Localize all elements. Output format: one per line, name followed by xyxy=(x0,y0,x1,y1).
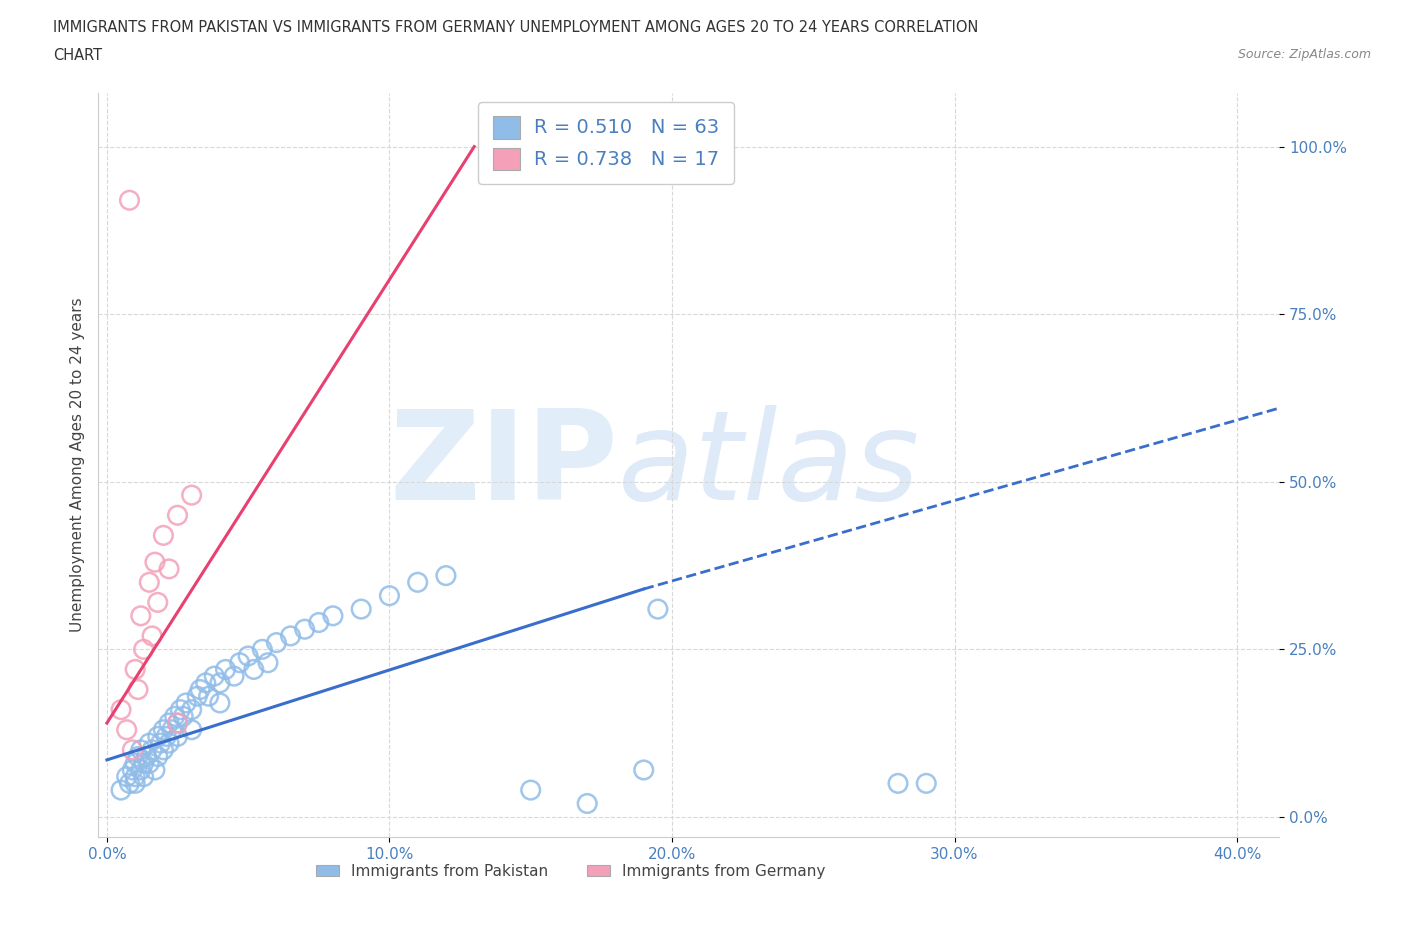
Point xyxy=(915,776,938,790)
Point xyxy=(124,769,146,784)
Point xyxy=(169,702,191,717)
Point xyxy=(124,662,146,677)
Point xyxy=(143,555,166,570)
Point xyxy=(146,750,169,764)
Point xyxy=(121,763,143,777)
Point xyxy=(188,682,211,697)
Point xyxy=(222,669,245,684)
Point xyxy=(202,669,225,684)
Point xyxy=(194,675,217,690)
Point xyxy=(322,608,344,623)
Point xyxy=(208,675,231,690)
Point xyxy=(127,682,149,697)
Point xyxy=(252,642,274,657)
Point xyxy=(576,796,599,811)
Point xyxy=(647,602,669,617)
Point xyxy=(350,602,373,617)
Point xyxy=(121,742,143,757)
Point xyxy=(406,575,429,590)
Legend: Immigrants from Pakistan, Immigrants from Germany: Immigrants from Pakistan, Immigrants fro… xyxy=(311,858,831,885)
Point xyxy=(110,783,132,798)
Text: CHART: CHART xyxy=(53,48,103,63)
Point xyxy=(166,715,188,730)
Point xyxy=(155,729,177,744)
Point xyxy=(186,689,208,704)
Point xyxy=(152,723,174,737)
Point xyxy=(132,642,155,657)
Point xyxy=(124,756,146,771)
Point xyxy=(124,776,146,790)
Text: ZIP: ZIP xyxy=(389,405,619,525)
Point xyxy=(163,709,186,724)
Point xyxy=(378,589,401,604)
Point xyxy=(146,595,169,610)
Text: IMMIGRANTS FROM PAKISTAN VS IMMIGRANTS FROM GERMANY UNEMPLOYMENT AMONG AGES 20 T: IMMIGRANTS FROM PAKISTAN VS IMMIGRANTS F… xyxy=(53,20,979,35)
Point xyxy=(266,635,288,650)
Point xyxy=(243,662,266,677)
Point xyxy=(127,750,149,764)
Point xyxy=(238,648,260,663)
Point xyxy=(135,750,157,764)
Point xyxy=(166,729,188,744)
Point xyxy=(115,723,138,737)
Point xyxy=(519,783,541,798)
Point xyxy=(141,742,163,757)
Point xyxy=(197,689,219,704)
Point xyxy=(115,769,138,784)
Point xyxy=(129,763,152,777)
Point xyxy=(157,562,180,577)
Text: atlas: atlas xyxy=(619,405,920,525)
Point xyxy=(214,662,236,677)
Point xyxy=(157,736,180,751)
Point xyxy=(257,656,280,671)
Point xyxy=(633,763,655,777)
Point xyxy=(434,568,457,583)
Point xyxy=(228,656,250,671)
Point xyxy=(166,508,188,523)
Point xyxy=(887,776,910,790)
Point xyxy=(138,575,160,590)
Point xyxy=(172,709,194,724)
Point xyxy=(160,723,183,737)
Y-axis label: Unemployment Among Ages 20 to 24 years: Unemployment Among Ages 20 to 24 years xyxy=(69,298,84,632)
Point xyxy=(152,528,174,543)
Point xyxy=(180,723,202,737)
Point xyxy=(308,615,330,630)
Point xyxy=(149,736,172,751)
Point xyxy=(138,756,160,771)
Point xyxy=(180,487,202,502)
Point xyxy=(118,776,141,790)
Point xyxy=(118,193,141,207)
Point xyxy=(174,696,197,711)
Point xyxy=(132,769,155,784)
Point xyxy=(129,608,152,623)
Text: Source: ZipAtlas.com: Source: ZipAtlas.com xyxy=(1237,48,1371,61)
Point xyxy=(132,756,155,771)
Point xyxy=(208,696,231,711)
Point xyxy=(110,702,132,717)
Point xyxy=(138,736,160,751)
Point xyxy=(152,742,174,757)
Point xyxy=(143,763,166,777)
Point xyxy=(141,629,163,644)
Point xyxy=(129,742,152,757)
Point xyxy=(166,715,188,730)
Point xyxy=(157,715,180,730)
Point xyxy=(294,622,316,637)
Point xyxy=(280,629,302,644)
Point xyxy=(180,702,202,717)
Point xyxy=(146,729,169,744)
